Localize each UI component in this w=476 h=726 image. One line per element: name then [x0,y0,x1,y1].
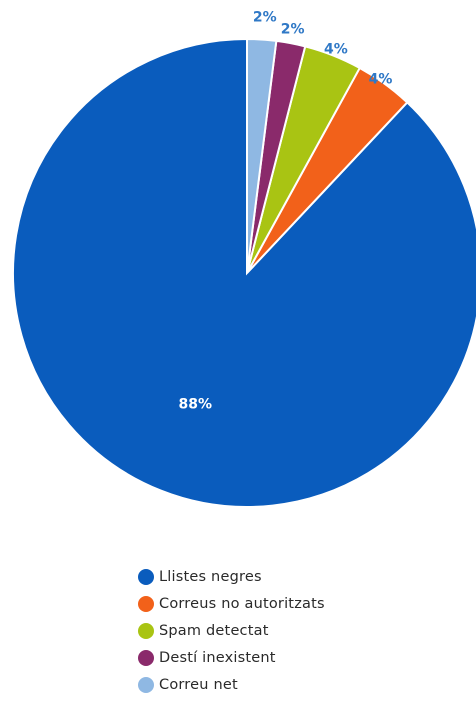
legend-item-correu-net: Correu net [138,671,325,698]
legend: Llistes negres Correus no autoritzats Sp… [138,563,325,698]
slice-label-llistes-negres: 88% [179,397,213,413]
pie-slice-llistes-negres [11,37,476,508]
legend-item-correus-no-autoritzats: Correus no autoritzats [138,590,325,617]
legend-label: Destí inexistent [159,649,276,666]
legend-label: Spam detectat [159,622,269,639]
slice-label-desti-inexistent: 2% [281,21,305,37]
slice-label-spam-detectat: 4% [324,42,348,58]
legend-swatch-correus-no-autoritzats [138,595,154,612]
legend-swatch-llistes-negres [138,568,154,585]
pie-chart: 88% 4% 4% 2%2% [11,10,476,508]
pie-slice-correu-net [246,37,278,274]
legend-label: Correu net [159,676,238,693]
legend-item-llistes-negres: Llistes negres [138,563,325,590]
legend-swatch-desti-inexistent [138,649,154,666]
legend-swatch-spam-detectat [138,622,154,639]
legend-item-spam-detectat: Spam detectat [138,617,325,644]
legend-swatch-correu-net [138,676,154,693]
legend-label: Correus no autoritzats [159,595,325,612]
slice-label-correus-no-autoritzats: 4% [369,72,393,88]
legend-label: Llistes negres [159,568,262,585]
slice-label-correu-net: 2% [253,10,277,26]
legend-item-desti-inexistent: Destí inexistent [138,644,325,671]
